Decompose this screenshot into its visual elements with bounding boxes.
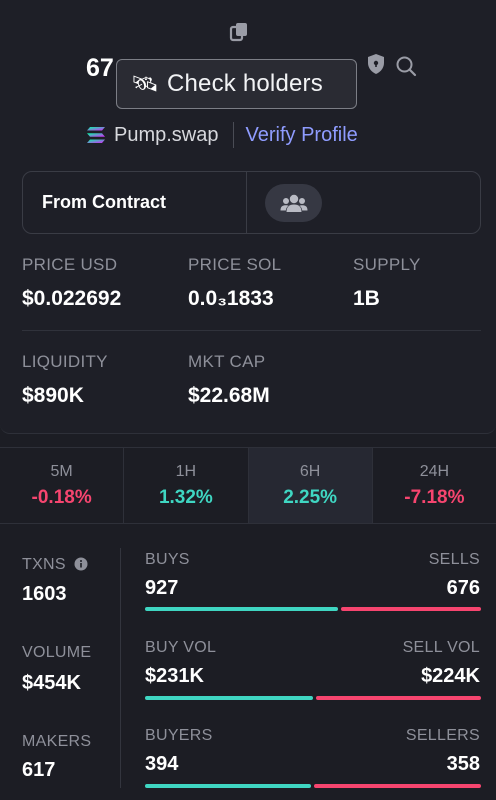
tab-24h[interactable]: 24H -7.18%: [373, 448, 496, 523]
sellers-value: 358: [446, 753, 480, 775]
price-sol-value: 0.0₃1833: [188, 287, 274, 310]
volume-bar: [145, 696, 481, 700]
tab-label: 24H: [419, 462, 450, 480]
shield-icon[interactable]: [366, 53, 386, 75]
token-title: 67: [86, 54, 114, 82]
divider: [232, 122, 234, 148]
check-holders-tooltip: 🛰 Check holders: [116, 59, 357, 109]
tab-1h[interactable]: 1H 1.32%: [124, 448, 249, 523]
buy-vol-value: $231K: [145, 665, 204, 687]
holders-button[interactable]: [265, 183, 322, 222]
tab-label: 5M: [50, 462, 73, 480]
stats-divider: [22, 330, 481, 331]
makers-bar: [145, 784, 481, 788]
verify-profile-link[interactable]: Verify Profile: [245, 123, 358, 146]
supply-value: 1B: [353, 287, 380, 310]
users-icon: [280, 194, 307, 212]
price-sol-label: PRICE SOL: [188, 255, 282, 274]
solana-icon: [87, 127, 105, 143]
sells-bar-fill: [341, 607, 481, 611]
buys-bar-fill: [145, 607, 338, 611]
tab-6h[interactable]: 6H 2.25%: [248, 448, 373, 523]
makers-value: 617: [22, 759, 56, 781]
mkt-cap-label: MKT CAP: [188, 352, 266, 371]
dex-name[interactable]: Pump.swap: [114, 123, 219, 146]
buyers-bar-fill: [145, 784, 311, 788]
volume-label: VOLUME: [22, 644, 92, 661]
volume-value: $454K: [22, 672, 81, 694]
dex-row: Pump.swap Verify Profile: [86, 122, 358, 148]
search-icon[interactable]: [395, 55, 417, 77]
mkt-cap-value: $22.68M: [188, 384, 270, 407]
tooltip-label: Check holders: [166, 70, 323, 97]
tab-label: 6H: [299, 462, 321, 480]
buy-vol-bar-fill: [145, 696, 313, 700]
buys-label: BUYS: [145, 551, 190, 568]
price-change-value: -0.18%: [31, 486, 92, 508]
makers-label: MAKERS: [22, 733, 92, 750]
buys-sells-bar: [145, 607, 481, 611]
price-change-value: 1.32%: [158, 486, 213, 508]
txns-value: 1603: [22, 583, 67, 605]
contract-box: From Contract: [22, 171, 481, 234]
price-usd-value: $0.022692: [22, 287, 122, 310]
buyers-value: 394: [145, 753, 179, 775]
sell-vol-bar-fill: [316, 696, 481, 700]
from-contract-label: From Contract: [23, 172, 247, 233]
buys-value: 927: [145, 577, 179, 599]
token-header-panel: 67 🛰 Check holders Pump.swap Verify Prof…: [0, 21, 496, 434]
sellers-bar-fill: [314, 784, 481, 788]
timeframe-tabs: 5M -0.18% 1H 1.32% 6H 2.25% 24H -7.18%: [0, 447, 496, 524]
price-change-value: 2.25%: [283, 486, 338, 508]
sells-label: SELLS: [428, 551, 480, 568]
tab-5m[interactable]: 5M -0.18%: [0, 448, 125, 523]
sellers-label: SELLERS: [405, 727, 480, 744]
buyers-label: BUYERS: [145, 727, 213, 744]
supply-label: SUPPLY: [353, 255, 421, 274]
copy-icon[interactable]: [228, 21, 250, 43]
liquidity-value: $890K: [22, 384, 84, 407]
sell-vol-label: SELL VOL: [402, 639, 480, 656]
price-usd-label: PRICE USD: [22, 255, 118, 274]
column-divider: [120, 548, 121, 788]
info-icon[interactable]: [74, 557, 88, 571]
satellite-icon: 🛰: [131, 71, 159, 96]
liquidity-label: LIQUIDITY: [22, 352, 108, 371]
txns-label: TXNS: [22, 556, 66, 573]
sells-value: 676: [446, 577, 480, 599]
sell-vol-value: $224K: [421, 665, 480, 687]
tab-label: 1H: [175, 462, 197, 480]
price-change-value: -7.18%: [404, 486, 465, 508]
buy-vol-label: BUY VOL: [145, 639, 217, 656]
